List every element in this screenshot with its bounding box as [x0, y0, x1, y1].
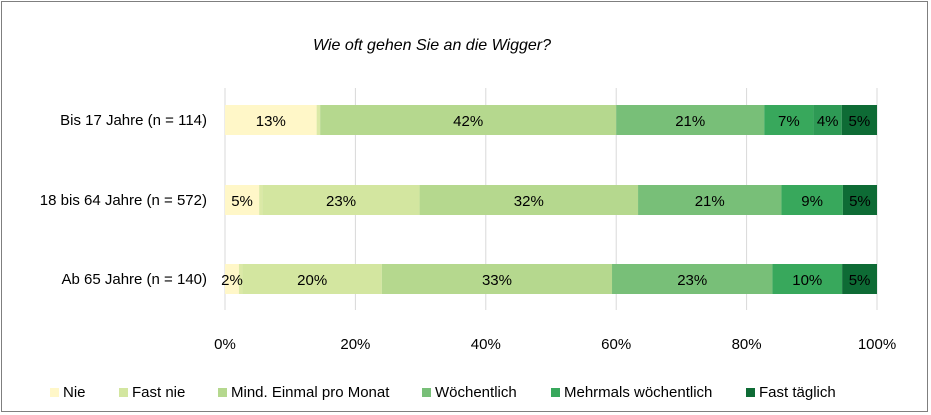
data-label: 2%	[221, 272, 243, 289]
legend-swatch	[746, 388, 755, 397]
bar-segment	[638, 185, 782, 215]
x-tick-label: 40%	[471, 336, 501, 353]
data-label: 5%	[231, 193, 253, 210]
data-label: 4%	[817, 113, 839, 130]
bar-segment	[238, 264, 243, 294]
bar-segment	[225, 105, 317, 135]
bar-segment	[320, 105, 617, 135]
legend-label: Fast nie	[132, 384, 185, 401]
data-label: 5%	[849, 193, 871, 210]
data-labels: 13% 42% 21% 7% 4% 5% 5% 23% 32% 21% 9% 5% 2% 20% 33% 23…	[221, 113, 871, 289]
bar-segment	[764, 105, 814, 135]
bar-segment	[262, 185, 420, 215]
legend-label: Mind. Einmal pro Monat	[231, 384, 390, 401]
legend-swatch	[422, 388, 431, 397]
x-tick-label: 80%	[732, 336, 762, 353]
data-label: 23%	[326, 193, 356, 210]
legend-swatch	[551, 388, 560, 397]
legend-swatch	[50, 388, 59, 397]
data-label: 13%	[256, 113, 286, 130]
data-label: 5%	[849, 272, 871, 289]
data-label: 23%	[677, 272, 707, 289]
bar-segment	[616, 105, 765, 135]
legend-swatch	[218, 388, 227, 397]
x-tick-label: 60%	[601, 336, 631, 353]
x-tick-label: 0%	[214, 336, 236, 353]
legend-label: Fast täglich	[759, 384, 836, 401]
data-label: 32%	[514, 193, 544, 210]
legend-label: Nie	[63, 384, 86, 401]
data-label: 42%	[453, 113, 483, 130]
legend-label: Wöchentlich	[435, 384, 517, 401]
data-label: 20%	[297, 272, 327, 289]
bar-segment	[842, 185, 877, 215]
bar-segment	[842, 264, 877, 294]
data-label: 7%	[778, 113, 800, 130]
bar-segment	[772, 264, 843, 294]
category-labels: Bis 17 Jahre (n = 114) 18 bis 64 Jahre (n…	[40, 112, 207, 288]
bar-segment	[259, 185, 263, 215]
chart-title: Wie oft gehen Sie an die Wigger?	[313, 37, 551, 54]
data-label: 33%	[482, 272, 512, 289]
category-label: Bis 17 Jahre (n = 114)	[60, 112, 207, 129]
bar-segment	[781, 185, 843, 215]
legend: Nie Fast nie Mind. Einmal pro Monat Wöchent…	[50, 384, 836, 401]
bar-segment	[419, 185, 639, 215]
data-label: 21%	[675, 113, 705, 130]
legend-swatch	[119, 388, 128, 397]
x-axis-ticks: 0% 20% 40% 60% 80% 100%	[214, 336, 896, 353]
x-tick-label: 100%	[858, 336, 896, 353]
bar-segment	[381, 264, 613, 294]
data-label: 9%	[801, 193, 823, 210]
x-tick-label: 20%	[340, 336, 370, 353]
data-label: 10%	[792, 272, 822, 289]
bar-segment	[316, 105, 321, 135]
data-label: 5%	[849, 113, 871, 130]
bar-segment	[225, 185, 260, 215]
bar-segment	[813, 105, 842, 135]
category-label: Ab 65 Jahre (n = 140)	[61, 271, 207, 288]
bars	[225, 105, 877, 294]
bar-segment	[612, 264, 773, 294]
bar-segment	[841, 105, 877, 135]
bar-segment	[225, 264, 239, 294]
bar-segment	[242, 264, 382, 294]
data-label: 21%	[695, 193, 725, 210]
category-label: 18 bis 64 Jahre (n = 572)	[40, 192, 207, 209]
legend-label: Mehrmals wöchentlich	[564, 384, 712, 401]
